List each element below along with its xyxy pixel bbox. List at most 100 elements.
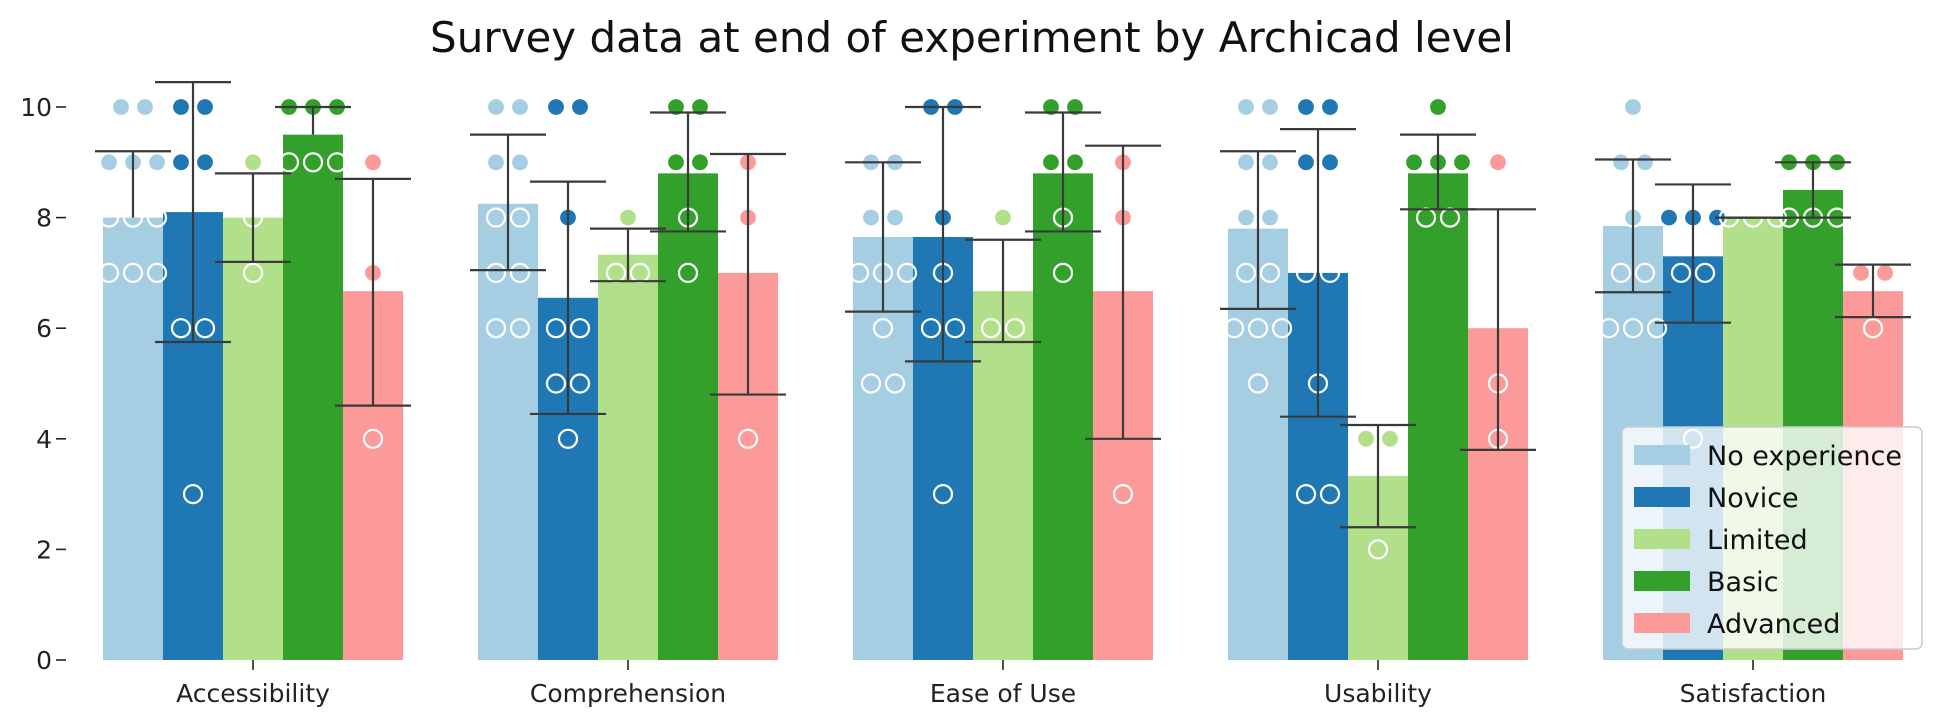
data-point [1247, 318, 1269, 339]
data-point [98, 152, 120, 173]
data-point [932, 484, 954, 505]
data-point [1319, 484, 1341, 505]
data-point [569, 373, 591, 394]
legend-label: Limited [1707, 525, 1808, 556]
data-point [1622, 96, 1644, 118]
bar [283, 134, 343, 660]
data-point [1259, 262, 1281, 283]
data-point [509, 318, 531, 339]
data-point [509, 207, 531, 228]
data-point [1247, 373, 1269, 394]
data-point [1295, 152, 1317, 173]
data-point [1319, 262, 1341, 283]
data-point [848, 262, 870, 283]
data-point [920, 318, 942, 339]
data-point [122, 262, 144, 283]
data-point [737, 428, 759, 449]
data-point [485, 318, 507, 339]
data-point [545, 373, 567, 394]
data-point [1622, 318, 1644, 339]
data-point [509, 152, 531, 173]
data-point [689, 152, 711, 173]
data-point [110, 96, 132, 118]
data-point [1319, 96, 1341, 118]
data-point [1694, 262, 1716, 283]
legend-box [1621, 426, 1923, 650]
data-point [1610, 152, 1632, 173]
data-point [146, 152, 168, 173]
bar [1033, 173, 1093, 661]
data-point [485, 152, 507, 173]
data-point [860, 373, 882, 394]
data-point [326, 152, 348, 173]
legend-label: Novice [1707, 483, 1799, 514]
data-point [1319, 152, 1341, 173]
data-point [1379, 428, 1401, 449]
data-point [1259, 96, 1281, 118]
y-tick-label: 0 [36, 646, 52, 675]
data-point [545, 318, 567, 339]
bar [973, 291, 1033, 660]
data-point [194, 318, 216, 339]
data-point [146, 207, 168, 228]
data-point [509, 96, 531, 118]
data-point [485, 96, 507, 118]
data-point [569, 318, 591, 339]
bar [1408, 173, 1468, 661]
data-point [944, 318, 966, 339]
data-point [1850, 262, 1872, 283]
data-point [1355, 428, 1377, 449]
legend: No experience Novice Limited Basic Advanced [1621, 426, 1923, 650]
data-point [1259, 207, 1281, 228]
data-point [677, 262, 699, 283]
y-tick-label: 6 [36, 314, 52, 343]
data-point [569, 96, 591, 118]
data-point [146, 262, 168, 283]
data-point [884, 373, 906, 394]
x-tick-label: Ease of Use [930, 679, 1076, 708]
data-point [1295, 96, 1317, 118]
data-point [1235, 96, 1257, 118]
data-point [1874, 262, 1896, 283]
legend-label: Basic [1707, 567, 1778, 598]
data-point [98, 207, 120, 228]
data-point [1367, 539, 1389, 560]
bar [598, 254, 658, 660]
bar [223, 217, 283, 660]
data-point [872, 318, 894, 339]
data-point [1040, 152, 1062, 173]
data-point [362, 428, 384, 449]
legend-label: No experience [1707, 441, 1902, 472]
data-point [1670, 262, 1692, 283]
data-point [1598, 318, 1620, 339]
data-point [1610, 262, 1632, 283]
bar [103, 217, 163, 660]
data-point [557, 428, 579, 449]
data-point [545, 96, 567, 118]
data-point [182, 484, 204, 505]
bar [478, 203, 538, 660]
x-axis: Accessibility Comprehension Ease of Use Usa… [176, 660, 1826, 708]
data-point [1235, 262, 1257, 283]
data-point [242, 152, 264, 173]
data-point [1862, 318, 1884, 339]
data-point [665, 152, 687, 173]
data-point [1403, 152, 1425, 173]
legend-swatch [1634, 571, 1690, 591]
x-tick-label: Comprehension [530, 679, 726, 708]
data-point [1295, 262, 1317, 283]
data-point [194, 96, 216, 118]
legend-label: Advanced [1707, 609, 1840, 640]
data-point [617, 207, 639, 228]
x-tick-label: Usability [1324, 679, 1432, 708]
data-point [242, 262, 264, 283]
data-point [1004, 318, 1026, 339]
data-point [170, 152, 192, 173]
data-point [884, 207, 906, 228]
data-point [278, 152, 300, 173]
data-point [1295, 484, 1317, 505]
data-point [1259, 152, 1281, 173]
data-point [1427, 96, 1449, 118]
data-point [1112, 484, 1134, 505]
legend-swatch [1634, 445, 1690, 465]
